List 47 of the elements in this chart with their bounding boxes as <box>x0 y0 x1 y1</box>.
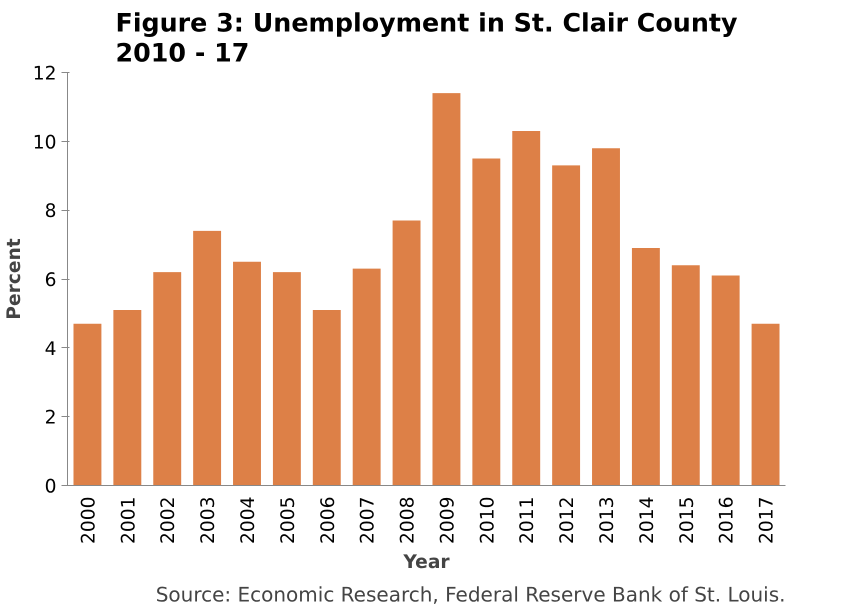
x-tick-label: 2002 <box>158 496 180 544</box>
chart-title: Figure 3: Unemployment in St. Clair County 2010 - 17 <box>116 8 738 68</box>
x-tick-label: 2010 <box>477 496 498 544</box>
x-tick-label: 2016 <box>716 496 738 544</box>
y-tick-label: 6 <box>44 270 57 291</box>
x-tick-label: 2003 <box>198 496 220 544</box>
bar <box>712 276 740 486</box>
x-tick-label: 2017 <box>756 496 778 544</box>
bar <box>752 324 780 486</box>
bar <box>632 248 660 486</box>
bar <box>233 262 261 486</box>
x-tick-label: 2004 <box>238 496 259 544</box>
x-tick-label: 2005 <box>278 496 299 544</box>
bar <box>153 272 182 486</box>
bar <box>312 310 341 486</box>
x-axis-title: Year <box>402 552 450 573</box>
y-tick-label: 12 <box>32 64 57 84</box>
bar <box>672 265 700 486</box>
y-axis-title: Percent <box>4 238 25 320</box>
x-tick-label: 2007 <box>358 496 379 544</box>
bar <box>432 93 460 486</box>
y-tick-label: 4 <box>44 338 57 360</box>
bar <box>392 220 421 486</box>
y-tick-label: 8 <box>44 201 57 222</box>
bar <box>592 148 620 486</box>
bar <box>272 272 301 486</box>
bar <box>352 268 381 486</box>
x-tick-label: 2015 <box>676 496 698 544</box>
x-tick-label: 2001 <box>118 496 140 544</box>
bar <box>73 324 102 486</box>
x-tick-label: 2011 <box>517 496 538 544</box>
y-tick-label: 2 <box>44 408 57 429</box>
x-tick-label: 2012 <box>557 496 578 544</box>
bar <box>512 131 540 486</box>
x-tick-label: 2000 <box>78 496 100 544</box>
bar <box>472 158 500 486</box>
y-tick-label: 10 <box>32 132 57 154</box>
bar <box>113 310 142 486</box>
y-tick-label: 0 <box>44 476 57 498</box>
x-tick-label: 2009 <box>437 496 458 544</box>
bar <box>552 165 580 486</box>
x-tick-label: 2013 <box>597 496 618 544</box>
source-note: Source: Economic Research, Federal Reserve Bank of St. Louis. <box>156 582 786 606</box>
bar <box>193 230 222 486</box>
x-tick-label: 2006 <box>318 496 339 544</box>
x-tick-label: 2008 <box>398 496 419 544</box>
x-tick-label: 2014 <box>636 496 658 544</box>
